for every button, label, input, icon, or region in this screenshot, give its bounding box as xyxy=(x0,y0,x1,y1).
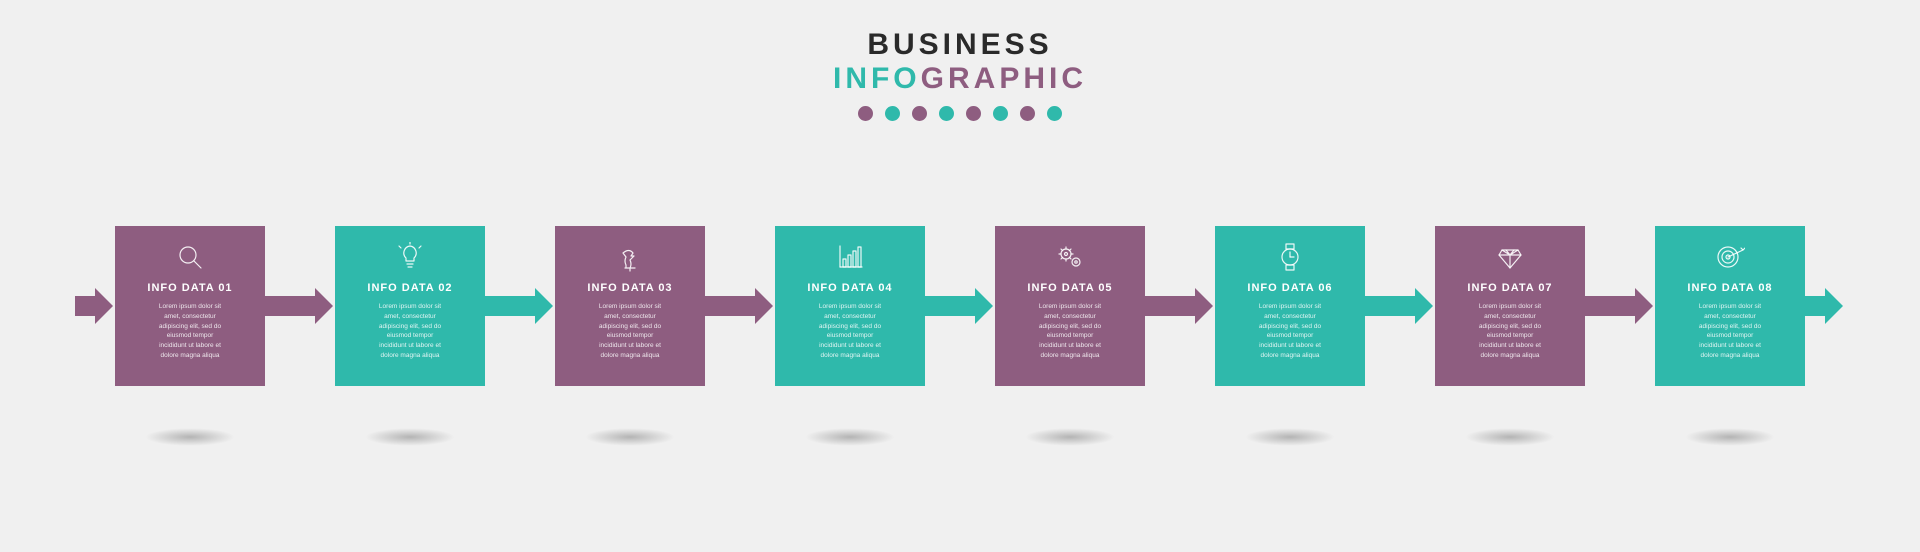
arrow-connector xyxy=(485,288,555,324)
step-shadow xyxy=(585,428,675,446)
watch-icon xyxy=(1275,240,1305,274)
chess-icon xyxy=(615,240,645,274)
step-shadow xyxy=(1025,428,1115,446)
step-box: INFO DATA 05 Lorem ipsum dolor sit amet, … xyxy=(995,226,1145,386)
step-title: INFO DATA 05 xyxy=(1027,282,1112,294)
arrow-connector xyxy=(265,288,335,324)
header-dot xyxy=(993,106,1008,121)
lightbulb-icon xyxy=(395,240,425,274)
header-dot xyxy=(885,106,900,121)
arrow-connector xyxy=(1145,288,1215,324)
target-icon xyxy=(1715,240,1745,274)
step-body: Lorem ipsum dolor sit amet, consectetur … xyxy=(599,302,661,361)
title-line2: INFOGRAPHIC xyxy=(0,62,1920,96)
step-title: INFO DATA 03 xyxy=(587,282,672,294)
step-body: Lorem ipsum dolor sit amet, consectetur … xyxy=(159,302,221,361)
step-title: INFO DATA 06 xyxy=(1247,282,1332,294)
arrow-connector xyxy=(925,288,995,324)
step-body: Lorem ipsum dolor sit amet, consectetur … xyxy=(1479,302,1541,361)
step-body: Lorem ipsum dolor sit amet, consectetur … xyxy=(819,302,881,361)
step-box: INFO DATA 04 Lorem ipsum dolor sit amet, … xyxy=(775,226,925,386)
step-box: INFO DATA 02 Lorem ipsum dolor sit amet, … xyxy=(335,226,485,386)
arrow-connector xyxy=(1365,288,1435,324)
step-box: INFO DATA 06 Lorem ipsum dolor sit amet, … xyxy=(1215,226,1365,386)
diamond-icon xyxy=(1495,240,1525,274)
title-line1: BUSINESS xyxy=(0,28,1920,62)
step-body: Lorem ipsum dolor sit amet, consectetur … xyxy=(1699,302,1761,361)
header-dot xyxy=(966,106,981,121)
step-shadow xyxy=(145,428,235,446)
header: BUSINESS INFOGRAPHIC xyxy=(0,0,1920,121)
step-shadow xyxy=(365,428,455,446)
step-box: INFO DATA 08 Lorem ipsum dolor sit amet, … xyxy=(1655,226,1805,386)
process-flow: INFO DATA 01 Lorem ipsum dolor sit amet, … xyxy=(60,226,1860,386)
header-dot xyxy=(939,106,954,121)
arrow-lead xyxy=(75,288,115,324)
title-graphic: GRAPHIC xyxy=(921,62,1087,95)
arrow-connector xyxy=(705,288,775,324)
header-dot xyxy=(858,106,873,121)
header-dots xyxy=(0,106,1920,121)
step-shadow xyxy=(1465,428,1555,446)
step-shadow xyxy=(805,428,895,446)
step-title: INFO DATA 02 xyxy=(367,282,452,294)
header-dot xyxy=(912,106,927,121)
step-box: INFO DATA 07 Lorem ipsum dolor sit amet, … xyxy=(1435,226,1585,386)
step-shadow xyxy=(1685,428,1775,446)
header-dot xyxy=(1047,106,1062,121)
gears-icon xyxy=(1055,240,1085,274)
step-body: Lorem ipsum dolor sit amet, consectetur … xyxy=(379,302,441,361)
arrow-connector xyxy=(1585,288,1655,324)
step-shadow xyxy=(1245,428,1335,446)
magnifier-icon xyxy=(175,240,205,274)
step-box: INFO DATA 01 Lorem ipsum dolor sit amet, … xyxy=(115,226,265,386)
header-dot xyxy=(1020,106,1035,121)
step-body: Lorem ipsum dolor sit amet, consectetur … xyxy=(1039,302,1101,361)
step-title: INFO DATA 04 xyxy=(807,282,892,294)
title-info: INFO xyxy=(833,62,921,95)
step-title: INFO DATA 08 xyxy=(1687,282,1772,294)
arrow-tail xyxy=(1805,288,1845,324)
step-box: INFO DATA 03 Lorem ipsum dolor sit amet, … xyxy=(555,226,705,386)
step-body: Lorem ipsum dolor sit amet, consectetur … xyxy=(1259,302,1321,361)
step-title: INFO DATA 01 xyxy=(147,282,232,294)
step-title: INFO DATA 07 xyxy=(1467,282,1552,294)
chart-icon xyxy=(835,240,865,274)
